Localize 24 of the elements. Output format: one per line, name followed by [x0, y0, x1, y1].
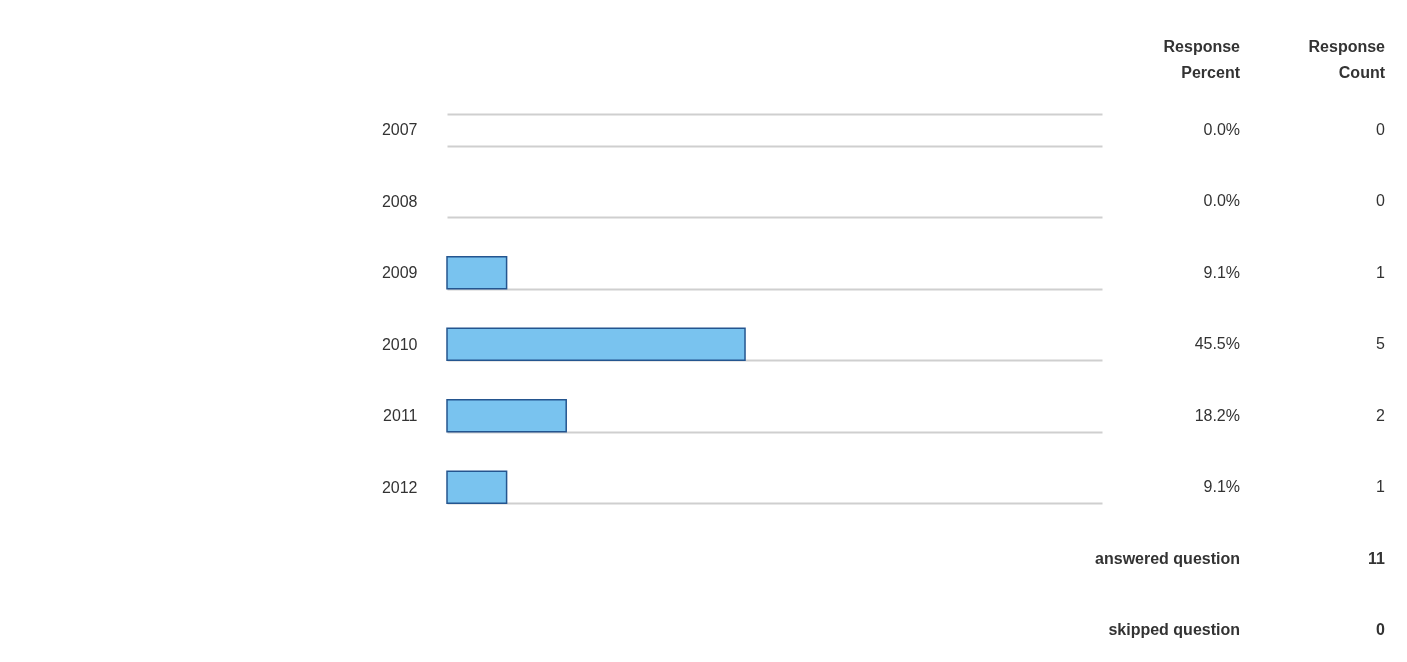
text: 11 [1368, 549, 1386, 567]
text: 1 [1376, 263, 1386, 281]
text: 0 [1376, 192, 1386, 210]
text: 2 [1376, 406, 1386, 424]
text: answered question [1095, 549, 1240, 567]
y-tick-label: 2012 [381, 478, 418, 496]
text: 1 [1376, 478, 1386, 496]
data-label: 9.1% [1203, 478, 1240, 496]
data-label: 0.0% [1203, 192, 1240, 210]
y-tick-label: 2011 [383, 407, 418, 425]
data-label: 9.1% [1203, 263, 1240, 281]
y-tick-label: 2008 [381, 192, 418, 210]
text: Response Percent [1163, 38, 1241, 81]
text: 0 [1376, 621, 1386, 639]
text: 5 [1376, 335, 1386, 353]
text: skipped question [1108, 621, 1240, 639]
text: 0 [1376, 120, 1386, 138]
data-label: 18.2% [1194, 406, 1240, 424]
text: Response Count [1308, 38, 1386, 81]
y-tick-label: 2007 [381, 121, 418, 139]
y-tick-label: 2010 [381, 335, 418, 353]
data-label: 0.0% [1203, 120, 1240, 138]
y-tick-label: 2009 [381, 264, 418, 282]
data-label: 45.5% [1194, 335, 1240, 353]
